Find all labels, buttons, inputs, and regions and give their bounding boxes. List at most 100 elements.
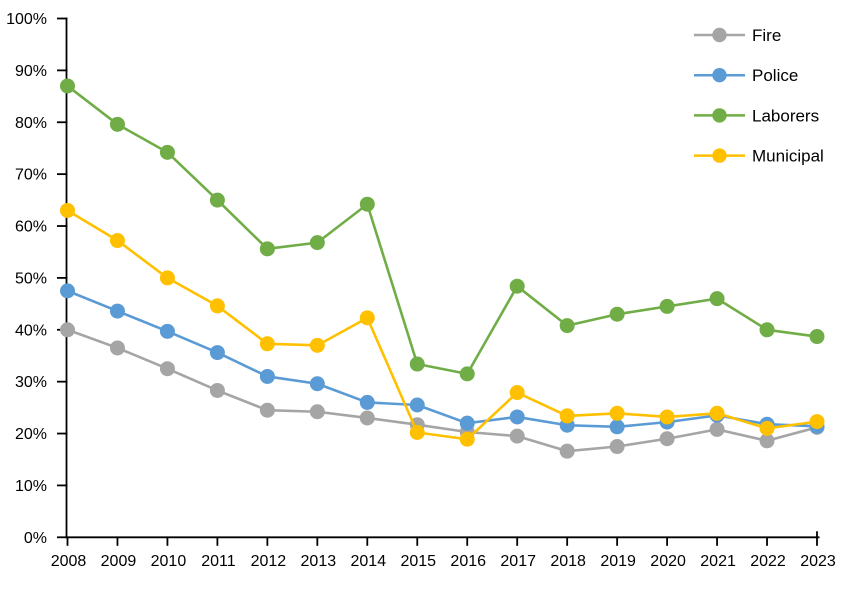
data-point-fire-2012 xyxy=(259,402,275,418)
series-municipal xyxy=(60,202,825,447)
series-line xyxy=(66,328,819,453)
series-line xyxy=(66,289,819,429)
data-point-fire-2010 xyxy=(159,361,175,377)
data-point-laborers-2015 xyxy=(409,356,425,372)
legend-label: Municipal xyxy=(752,147,824,166)
data-point-laborers-2017 xyxy=(509,278,525,294)
series-laborers xyxy=(60,78,825,382)
x-axis-tick-label: 2018 xyxy=(550,553,586,570)
data-point-laborers-2009 xyxy=(109,116,125,132)
series-fire xyxy=(60,322,825,459)
data-point-police-2010 xyxy=(159,323,175,339)
x-axis-tick-label: 2014 xyxy=(351,553,387,570)
data-point-fire-2019 xyxy=(609,439,625,455)
data-point-municipal-2009 xyxy=(109,233,125,249)
series-line xyxy=(66,209,819,441)
x-axis-tick-label: 2022 xyxy=(750,553,786,570)
data-point-municipal-2021 xyxy=(709,405,725,421)
legend-marker-icon xyxy=(712,27,727,43)
legend-item-municipal: Municipal xyxy=(694,147,824,166)
y-axis-tick-label: 30% xyxy=(15,374,47,391)
x-axis-tick-label: 2019 xyxy=(600,553,636,570)
legend-marker-icon xyxy=(712,108,727,123)
y-axis-tick-label: 20% xyxy=(15,426,47,443)
data-point-laborers-2018 xyxy=(559,318,575,334)
x-axis-tick-label: 2013 xyxy=(301,553,337,570)
x-axis-tick-label: 2015 xyxy=(400,553,436,570)
y-axis-tick-label: 90% xyxy=(15,63,47,80)
data-point-laborers-2010 xyxy=(159,144,175,160)
y-axis-tick-label: 40% xyxy=(15,322,47,339)
x-axis-tick-label: 2017 xyxy=(500,553,536,570)
legend: Fire Police Laborers Municipal xyxy=(694,26,824,166)
data-point-municipal-2018 xyxy=(559,408,575,424)
data-point-fire-2021 xyxy=(709,421,725,437)
x-axis-tick-label: 2008 xyxy=(51,553,87,570)
data-point-fire-2022 xyxy=(759,433,775,449)
x-axis-tick-label: 2016 xyxy=(450,553,486,570)
data-point-municipal-2020 xyxy=(659,409,675,425)
data-point-fire-2014 xyxy=(359,410,375,426)
x-axis-tick-label: 2021 xyxy=(700,553,736,570)
data-point-fire-2017 xyxy=(509,428,525,444)
x-axis-tick-label: 2020 xyxy=(650,553,686,570)
data-point-municipal-2015 xyxy=(409,425,425,441)
y-axis-tick-label: 0% xyxy=(24,530,47,547)
data-point-municipal-2013 xyxy=(309,337,325,353)
data-point-police-2017 xyxy=(509,409,525,425)
data-point-laborers-2013 xyxy=(309,235,325,251)
data-point-laborers-2011 xyxy=(209,192,225,208)
x-axis-tick-label: 2010 xyxy=(151,553,187,570)
data-point-laborers-2020 xyxy=(659,298,675,314)
series-line xyxy=(66,84,819,376)
legend-item-police: Police xyxy=(694,66,798,85)
x-axis-tick-label: 2011 xyxy=(201,553,236,570)
data-point-police-2012 xyxy=(259,368,275,384)
data-point-municipal-2012 xyxy=(259,336,275,352)
data-point-fire-2009 xyxy=(109,340,125,356)
data-point-fire-2018 xyxy=(559,443,575,459)
data-point-municipal-2016 xyxy=(459,431,475,447)
legend-label: Police xyxy=(752,66,798,85)
legend-label: Fire xyxy=(752,26,781,45)
data-point-police-2015 xyxy=(409,397,425,413)
legend-item-laborers: Laborers xyxy=(694,106,819,125)
data-point-fire-2008 xyxy=(60,322,75,338)
legend-marker-icon xyxy=(712,148,727,163)
data-point-police-2011 xyxy=(209,345,225,361)
data-point-municipal-2022 xyxy=(759,420,775,436)
data-point-fire-2020 xyxy=(659,431,675,447)
y-axis-tick-label: 60% xyxy=(15,219,47,236)
y-axis-tick-label: 50% xyxy=(15,270,47,287)
data-point-fire-2011 xyxy=(209,382,225,398)
data-point-police-2009 xyxy=(109,303,125,319)
y-axis-tick-label: 10% xyxy=(15,478,47,495)
data-point-fire-2013 xyxy=(309,404,325,420)
data-point-police-2014 xyxy=(359,394,375,410)
data-point-laborers-2014 xyxy=(359,196,375,212)
data-point-municipal-2011 xyxy=(209,298,225,314)
y-axis-tick-label: 70% xyxy=(15,167,47,184)
data-point-laborers-2023 xyxy=(809,329,825,345)
data-point-laborers-2012 xyxy=(259,241,275,257)
legend-label: Laborers xyxy=(752,106,819,125)
y-axis-tick-label: 80% xyxy=(15,115,47,132)
x-axis-tick-label: 2009 xyxy=(101,553,137,570)
axes: 0% 10% 20% 30% 40% 50% 60% 70% 80% 90% 100% 2008 200… xyxy=(6,11,836,570)
data-point-municipal-2017 xyxy=(509,385,525,401)
data-point-municipal-2010 xyxy=(159,270,175,286)
legend-item-fire: Fire xyxy=(694,26,781,45)
data-point-laborers-2016 xyxy=(459,366,475,382)
data-point-police-2016 xyxy=(459,415,475,431)
data-point-laborers-2008 xyxy=(60,78,75,94)
x-axis-tick-label: 2012 xyxy=(251,553,287,570)
data-point-municipal-2023 xyxy=(809,414,825,430)
data-point-laborers-2021 xyxy=(709,291,725,307)
data-point-police-2013 xyxy=(309,376,325,392)
data-point-municipal-2019 xyxy=(609,405,625,421)
data-point-municipal-2008 xyxy=(60,202,75,218)
data-point-municipal-2014 xyxy=(359,310,375,326)
data-point-police-2019 xyxy=(609,419,625,435)
